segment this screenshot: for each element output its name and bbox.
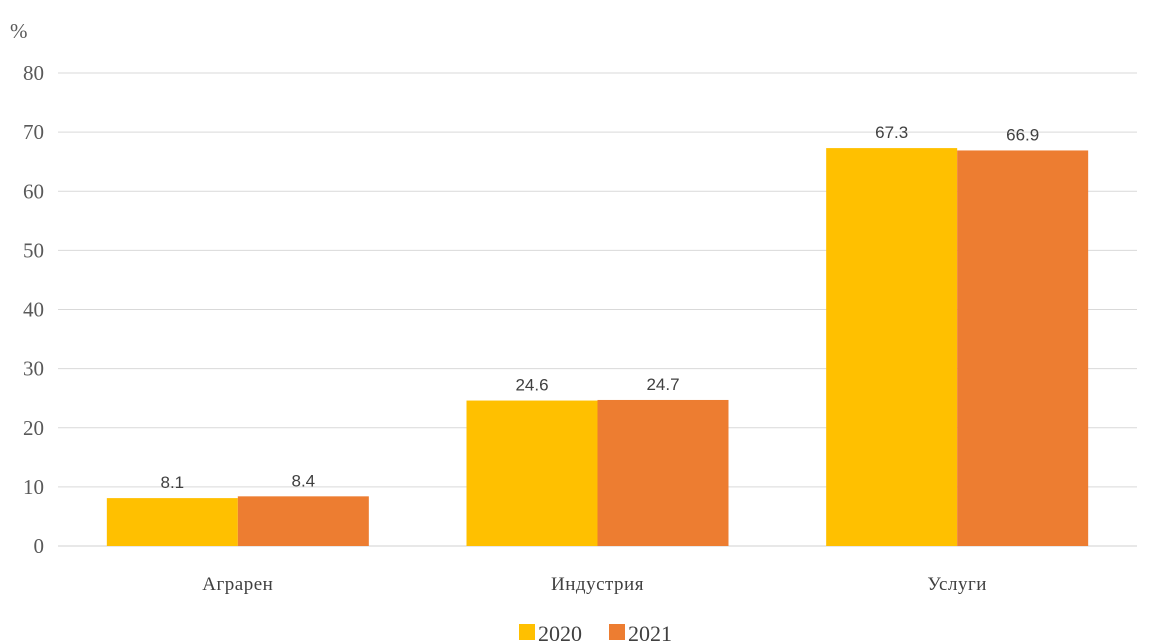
data-label: 67.3	[875, 123, 908, 142]
data-label: 24.7	[646, 375, 679, 394]
y-tick-label: 30	[23, 357, 44, 381]
y-tick-label: 0	[34, 534, 45, 558]
bar-2020-2	[826, 148, 958, 546]
bar-2021-1	[597, 399, 729, 546]
data-label: 8.1	[161, 473, 185, 492]
bars	[106, 148, 1089, 547]
bar-2020-0	[106, 498, 238, 546]
y-tick-label: 80	[23, 61, 44, 85]
data-label: 8.4	[292, 471, 316, 490]
legend-swatch-2021	[609, 624, 625, 640]
bar-2021-2	[957, 150, 1089, 547]
legend: 2020 2021	[519, 621, 672, 641]
data-label: 66.9	[1006, 125, 1039, 144]
bar-2020-1	[466, 400, 598, 546]
y-axis-ticks: 0 10 20 30 40 50 60 70 80	[23, 61, 44, 558]
x-axis-ticks: Аграрен Индустрия Услуги	[202, 574, 987, 595]
y-axis-unit-label: %	[10, 19, 28, 43]
legend-label: 2020	[538, 621, 582, 641]
x-tick-label: Индустрия	[551, 574, 644, 595]
y-tick-label: 20	[23, 416, 44, 440]
x-tick-label: Услуги	[927, 574, 987, 595]
y-tick-label: 50	[23, 238, 44, 262]
gridlines	[58, 72, 1137, 547]
x-tick-label: Аграрен	[202, 574, 273, 595]
y-tick-label: 70	[23, 120, 44, 144]
legend-swatch-2020	[519, 624, 535, 640]
data-label: 24.6	[515, 376, 548, 395]
y-tick-label: 40	[23, 298, 44, 322]
y-tick-label: 10	[23, 475, 44, 499]
y-tick-label: 60	[23, 179, 44, 203]
legend-label: 2021	[628, 621, 672, 641]
bar-2021-0	[237, 496, 369, 546]
data-labels: 8.1 8.4 24.6 24.7 67.3 66.9	[161, 123, 1040, 492]
